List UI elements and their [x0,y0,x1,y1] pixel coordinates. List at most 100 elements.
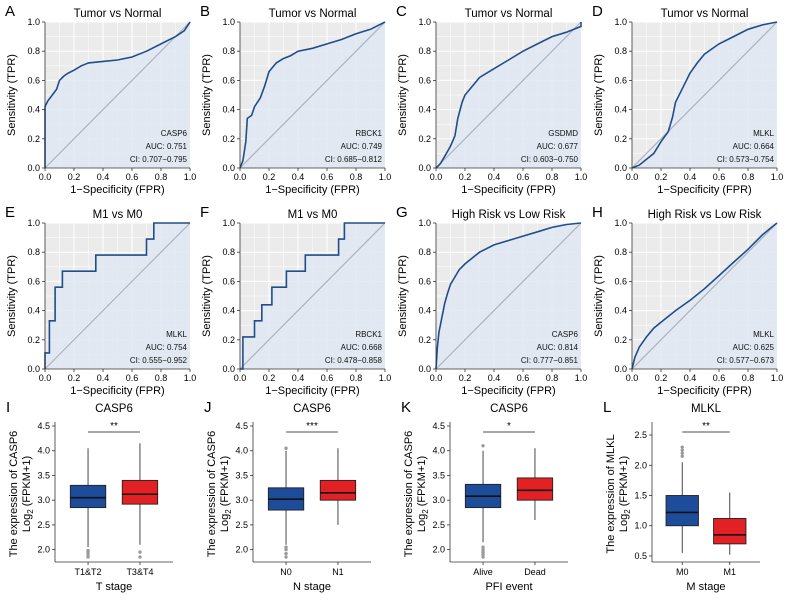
panel-letter: K [401,399,411,416]
diagonal-reference-line [239,21,386,169]
y-tick-label: 0.8 [222,247,235,257]
panel-letter: A [5,3,15,20]
x-tick-label: 0.2 [263,373,276,383]
outlier-point [138,550,142,554]
auc-value: AUC: 0.625 [733,343,775,352]
y-tick-label: 0.2 [614,134,627,144]
panel-letter: F [200,204,209,221]
y-label-log: Log [21,514,33,532]
y-tick-label: 2.0 [235,545,248,555]
panel-title: High Risk vs Low Risk [452,209,566,221]
x-tick-label: 0.6 [517,172,530,182]
y-tick-label: 0.6 [27,75,40,85]
diagonal-reference-line [44,222,191,370]
x-tick-label: 0.2 [68,172,81,182]
y-tick-label: 0.4 [418,306,431,316]
box-iqr [665,495,699,527]
y-tick-label: 1.0 [418,218,431,228]
roc-curve [435,22,582,169]
gene-name: CASP6 [552,330,579,339]
y-tick-label: 0.0 [222,364,235,374]
roc-panel-g: 0.00.0 0.2 0.2 0.4 0.4 0.6 0.6 0.8 0.8 1.0 1.0 High… [396,204,587,397]
y-tick-label: 0.0 [418,364,431,374]
x-tick-label: 0.0 [39,172,52,182]
panel-letter: J [204,399,212,416]
x-tick-label: 1.0 [771,172,784,182]
roc-panel-e: 0.00.0 0.2 0.2 0.4 0.4 0.6 0.6 0.8 0.8 1.0 1.0 M1 v… [5,204,196,397]
x-tick-label: 0.8 [546,172,559,182]
gene-name: GSDMD [548,129,578,138]
gene-name: MLKL [166,330,187,339]
y-tick-label: 0.4 [614,105,627,115]
outlier-point [284,446,288,450]
x-tick-label: 0.4 [488,172,501,182]
auc-value: AUC: 0.749 [341,142,383,151]
roc-panel-h: 0.00.0 0.2 0.2 0.4 0.4 0.6 0.6 0.8 0.8 1.0 1.0 High… [592,204,783,397]
x-tick-label: T3&T4 [126,567,153,577]
panel-letter: D [592,3,603,20]
auc-value: AUC: 0.754 [146,343,188,352]
x-tick-label: N0 [280,567,292,577]
roc-panel-f: 0.00.0 0.2 0.2 0.4 0.4 0.6 0.6 0.8 0.8 1.0 1.0 M1 v… [200,204,391,397]
y-axis-label: Sensitivity (TPR) [6,255,18,337]
y-tick-label: 0.8 [27,247,40,257]
x-tick-label: 0.6 [713,373,726,383]
y-tick-label: 1.0 [614,17,627,27]
roc-panel-b: 0.00.0 0.2 0.2 0.4 0.4 0.6 0.6 0.8 0.8 1.0 1.0 Tumo… [200,3,391,196]
x-axis-label: 1−Specificity (FPR) [461,184,555,196]
x-tick-label: N1 [332,567,344,577]
x-tick-label: 0.4 [488,373,501,383]
box-t1-t2 [69,448,107,559]
y-tick-label: 4.0 [37,446,50,456]
y-tick-label: 0.8 [614,46,627,56]
gene-name: MLKL [753,330,774,339]
x-tick-label: 0.2 [655,172,668,182]
x-axis-label: 1−Specificity (FPR) [657,184,751,196]
y-tick-label: 0.2 [418,335,431,345]
x-axis-label: 1−Specificity (FPR) [265,385,359,397]
y-tick-label: 2.0 [37,545,50,555]
x-axis-label: 1−Specificity (FPR) [70,184,164,196]
y-label-log-base: 2 [421,509,430,514]
outlier-point [680,445,684,449]
y-tick-label: 0.0 [222,163,235,173]
panel-title: Tumor vs Normal [74,8,162,20]
x-tick-label: 0.2 [263,172,276,182]
x-tick-label: 1.0 [379,172,392,182]
gene-name: MLKL [753,129,774,138]
y-tick-label: 1.0 [634,521,647,531]
ci-value: CI: 0.685−0.812 [325,155,383,164]
gene-name: RBCK1 [355,330,382,339]
y-axis-label: Sensitivity (TPR) [593,255,605,337]
y-tick-label: 3.0 [235,495,248,505]
outlier-point [481,555,485,559]
significance-label: ** [702,421,710,432]
x-tick-label: 0.4 [292,373,305,383]
roc-curve [44,222,190,369]
x-tick-label: Dead [524,567,546,577]
x-tick-label: 0.6 [321,373,334,383]
x-tick-label: 1.0 [184,373,197,383]
outlier-point [481,547,485,552]
y-tick-label: 4.0 [235,446,248,456]
y-tick-label: 4.5 [432,421,445,431]
x-tick-label: 0.2 [459,172,472,182]
y-tick-label: 2.5 [432,520,445,530]
y-tick-label: 0.6 [614,75,627,85]
y-tick-label: 1.0 [27,218,40,228]
x-tick-label: 0.8 [155,373,168,383]
roc-curve [240,222,385,370]
y-tick-label: 0.8 [27,46,40,56]
y-tick-label: 0.0 [614,163,627,173]
y-label-unit: (FPKM+1) [416,456,428,509]
outlier-point [680,451,684,455]
y-label-log-base: 2 [224,509,233,514]
box-iqr [69,484,107,509]
box-panel-i: 2.0 2.5 3.0 3.5 4.0 4.5 T1&T2 T3&T4 ** CASP6 T sta… [6,399,173,593]
diagonal-reference-line [631,21,778,169]
y-label-log-base: 2 [26,509,35,514]
panel-title: M1 vs M0 [288,209,338,221]
outlier-point [86,548,90,553]
y-axis-label: Sensitivity (TPR) [6,54,18,136]
roc-panel-c: 0.00.0 0.2 0.2 0.4 0.4 0.6 0.6 0.8 0.8 1.0 1.0 Tumo… [396,3,587,196]
